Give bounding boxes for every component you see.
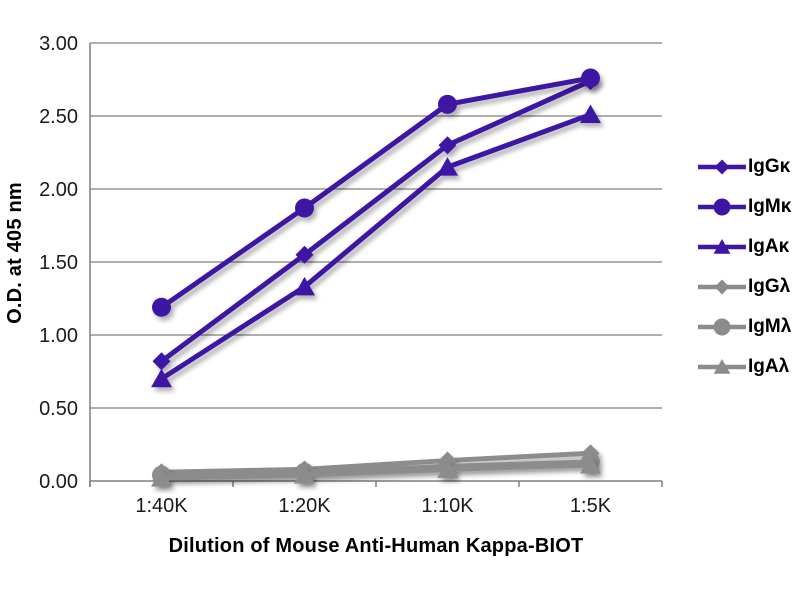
legend-label: IgMλ bbox=[748, 316, 792, 337]
y-tick-label: 2.50 bbox=[39, 106, 78, 128]
series-5 bbox=[151, 454, 601, 487]
data-point-diamond-marker bbox=[152, 352, 171, 371]
series-line bbox=[160, 78, 592, 364]
data-point-triangle-marker bbox=[437, 157, 458, 176]
series-line bbox=[161, 459, 591, 478]
legend-triangle-marker-icon bbox=[713, 239, 731, 254]
legend-label: IgMκ bbox=[748, 196, 792, 217]
series-line bbox=[160, 75, 591, 310]
y-tick-label: 3.00 bbox=[39, 33, 78, 55]
y-tick-label: 0.50 bbox=[39, 398, 78, 420]
y-tick-label: 1.50 bbox=[39, 252, 78, 274]
x-tick-label: 1:20K bbox=[278, 495, 331, 517]
data-point-triangle-marker bbox=[294, 465, 315, 484]
data-point-triangle-marker bbox=[151, 368, 172, 388]
series-line bbox=[161, 450, 591, 475]
x-axis-title: Dilution of Mouse Anti-Human Kappa-BIOT bbox=[168, 535, 584, 557]
data-point-circle-marker bbox=[152, 297, 171, 317]
legend-label: IgAλ bbox=[748, 356, 790, 377]
legend-triangle-swatch-icon bbox=[698, 359, 746, 374]
legend-triangle-swatch-icon bbox=[698, 239, 746, 254]
series-line bbox=[161, 462, 591, 481]
y-tick-label: 0.00 bbox=[39, 471, 78, 493]
legend-item: IgMκ bbox=[697, 187, 791, 227]
data-point-circle-marker bbox=[581, 68, 600, 88]
data-point-circle-marker bbox=[438, 94, 457, 114]
series-0 bbox=[152, 71, 600, 371]
legend-item: IgAλ bbox=[697, 347, 791, 387]
legend-label: IgGλ bbox=[748, 276, 791, 297]
legend-diamond-swatch-icon bbox=[698, 159, 746, 175]
data-point-diamond-marker bbox=[438, 136, 457, 155]
y-tick-label: 2.00 bbox=[39, 179, 78, 201]
series-2 bbox=[151, 104, 601, 388]
legend-item: IgAκ bbox=[697, 227, 791, 267]
legend-diamond-marker-icon bbox=[714, 159, 730, 175]
data-point-triangle-marker bbox=[151, 468, 172, 487]
legend: IgGκ IgMκ IgAκ IgGλ IgMλ IgAλ bbox=[697, 147, 791, 387]
x-tick-label: 1:40K bbox=[135, 495, 188, 517]
legend-item: IgGκ bbox=[697, 147, 791, 187]
x-tick-label: 1:10K bbox=[421, 495, 474, 517]
legend-label: IgAκ bbox=[748, 236, 790, 257]
legend-item: IgGλ bbox=[697, 267, 791, 307]
y-tick-label: 1.00 bbox=[39, 325, 78, 347]
legend-circle-marker-icon bbox=[713, 198, 731, 216]
data-point-triangle-marker bbox=[580, 454, 601, 474]
data-point-triangle-marker bbox=[580, 104, 601, 124]
data-point-diamond-marker bbox=[295, 245, 314, 264]
legend-diamond-marker-icon bbox=[714, 279, 730, 295]
data-point-triangle-marker bbox=[437, 459, 458, 478]
legend-circle-swatch-icon bbox=[698, 318, 746, 336]
legend-label: IgGκ bbox=[748, 156, 791, 177]
x-tick-label: 1:5K bbox=[570, 495, 612, 517]
legend-circle-marker-icon bbox=[713, 318, 731, 336]
legend-circle-swatch-icon bbox=[698, 198, 746, 216]
y-axis-title: O.D. at 405 nm bbox=[4, 182, 26, 324]
data-point-triangle-marker bbox=[294, 276, 315, 296]
series-line bbox=[160, 112, 592, 381]
data-point-circle-marker bbox=[295, 198, 314, 218]
legend-item: IgMλ bbox=[697, 307, 791, 347]
legend-triangle-marker-icon bbox=[713, 359, 731, 374]
legend-diamond-swatch-icon bbox=[698, 279, 746, 295]
series-1 bbox=[152, 68, 600, 317]
